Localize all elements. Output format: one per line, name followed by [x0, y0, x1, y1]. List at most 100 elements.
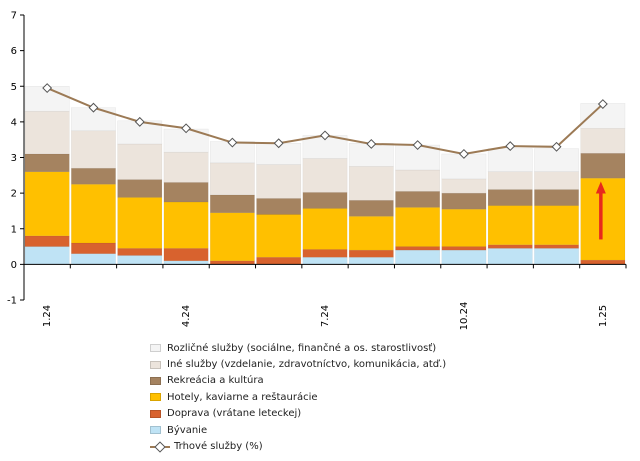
legend-line-swatch: [150, 440, 170, 453]
line-marker-10: [505, 141, 516, 152]
x-tick-label: 10.24: [459, 302, 470, 331]
bar-segment-s0-c10: [487, 248, 533, 265]
bar-segment-s2-c7: [348, 216, 394, 251]
line-marker-3: [181, 123, 192, 134]
bar-segment-s0-c11: [534, 248, 579, 265]
line-marker-12: [597, 99, 608, 110]
bar-segment-s3-c7: [348, 200, 394, 217]
y-tick-label: 3: [11, 153, 17, 164]
line-marker-5: [273, 138, 284, 149]
bar-segment-s5-c10: [487, 148, 533, 172]
legend-label: Bývanie: [167, 424, 208, 436]
bar-segment-s3-c12: [580, 152, 626, 179]
bar-segment-s1-c11: [534, 244, 579, 249]
bar-segment-s0-c8: [395, 249, 441, 265]
bar-segment-s4-c6: [302, 158, 348, 193]
y-tick-label: 6: [11, 46, 17, 57]
bar-segment-s1-c2: [117, 248, 163, 256]
bar-segment-s4-c0: [24, 110, 70, 155]
bar-segment-s0-c2: [117, 255, 163, 265]
line-marker-6: [320, 130, 330, 141]
bar-segment-s3-c9: [441, 192, 487, 210]
bar-segment-s4-c2: [117, 143, 163, 180]
legend-swatch: [150, 393, 161, 402]
legend-label: Hotely, kaviarne a reštaurácie: [167, 391, 318, 403]
x-tick-label: 4.24: [181, 305, 192, 327]
bar-segment-s2-c1: [71, 183, 116, 244]
line-series: [42, 83, 608, 159]
legend-swatch: [150, 409, 161, 418]
bar-segment-s0-c7: [348, 257, 394, 265]
y-tick-label: 1: [11, 224, 17, 235]
bar-segment-s4-c3: [163, 151, 209, 183]
legend-swatch: [150, 360, 161, 369]
bar-segment-s1-c8: [395, 246, 441, 251]
legend-label: Rozličné služby (sociálne, finančné a os…: [167, 342, 437, 354]
bar-segment-s3-c1: [71, 167, 116, 185]
bar-segment-s4-c4: [209, 162, 255, 196]
y-tick-label: 0: [11, 260, 17, 271]
legend-item-0: Rozličné služby (sociálne, finančné a os…: [150, 340, 446, 356]
bar-segment-s2-c4: [209, 212, 255, 262]
line-marker-4: [227, 137, 238, 148]
bar-segment-s2-c11: [534, 205, 579, 246]
y-tick-label: 4: [11, 117, 17, 128]
bar-segment-s1-c1: [71, 242, 116, 254]
bar-segment-s0-c6: [302, 257, 348, 265]
y-tick-label: 2: [11, 189, 17, 200]
line-marker-11: [551, 141, 562, 152]
bar-segment-s3-c5: [256, 198, 302, 215]
bar-segment-s3-c10: [487, 189, 533, 206]
legend-item-3: Hotely, kaviarne a reštaurácie: [150, 389, 446, 405]
bar-segment-s4-c9: [441, 178, 487, 194]
legend-item-1: Iné služby (vzdelanie, zdravotníctvo, ko…: [150, 356, 446, 372]
bar-segment-s0-c0: [24, 246, 70, 265]
annotations: [595, 181, 606, 240]
legend-item-6: Trhové služby (%): [150, 438, 446, 454]
bar-segment-s4-c8: [395, 169, 441, 192]
y-tick-label: -1: [7, 296, 17, 307]
bar-segment-s1-c10: [487, 244, 533, 249]
x-tick-label: 1.24: [42, 305, 53, 327]
line-marker-7: [366, 139, 377, 149]
bar-segment-s1-c3: [163, 248, 209, 262]
legend-label: Doprava (vrátane leteckej): [167, 408, 302, 420]
bar-segment-s1-c7: [348, 249, 394, 258]
bars: [24, 86, 626, 265]
bar-segment-s4-c1: [71, 130, 116, 169]
bar-segment-s4-c7: [348, 166, 394, 201]
axes: -1 0 1 2 3 4 5 6 7 1.24 4.24 7.24 10.24 1.25: [7, 11, 627, 331]
bar-segment-s4-c10: [487, 171, 533, 190]
y-tick-label: 5: [11, 82, 17, 93]
bar-segment-s1-c6: [302, 249, 348, 258]
bar-segment-s3-c3: [163, 182, 209, 203]
bar-segment-s0-c1: [71, 253, 116, 265]
line-marker-8: [412, 140, 423, 150]
bar-segment-s2-c5: [256, 214, 302, 258]
bar-segment-s2-c2: [117, 197, 163, 249]
y-tick-label: 7: [11, 11, 17, 22]
bar-segment-s3-c6: [302, 192, 348, 209]
bar-segment-s3-c8: [395, 191, 441, 208]
bar-segment-s3-c11: [534, 189, 579, 206]
legend: Rozličné služby (sociálne, finančné a os…: [150, 340, 446, 455]
bar-segment-s1-c5: [256, 257, 302, 265]
legend-item-4: Doprava (vrátane leteckej): [150, 406, 446, 422]
legend-swatch: [150, 426, 161, 435]
x-tick-label: 1.25: [598, 305, 609, 327]
bar-segment-s2-c9: [441, 208, 487, 247]
bar-segment-s2-c8: [395, 207, 441, 247]
bar-segment-s4-c11: [534, 171, 579, 190]
bar-segment-s3-c2: [117, 179, 163, 198]
legend-item-5: Bývanie: [150, 422, 446, 438]
bar-segment-s2-c0: [24, 171, 70, 237]
bar-segment-s1-c9: [441, 246, 487, 251]
x-tick-label: 7.24: [320, 305, 331, 327]
bar-segment-s2-c6: [302, 208, 348, 250]
bar-segment-s4-c5: [256, 164, 302, 199]
legend-label: Iné služby (vzdelanie, zdravotníctvo, ko…: [167, 359, 447, 371]
line-marker-2: [134, 116, 145, 127]
legend-label: Trhové služby (%): [174, 441, 263, 453]
line-marker-1: [88, 102, 99, 113]
